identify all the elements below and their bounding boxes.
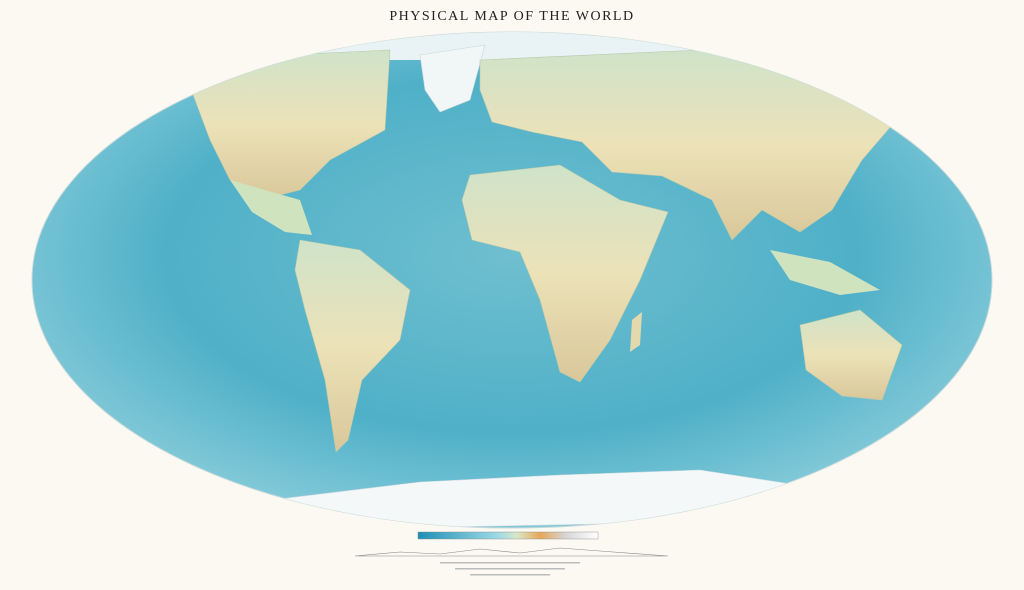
- fine-print: [440, 562, 580, 576]
- africa: [461, 164, 669, 383]
- australia: [799, 309, 903, 401]
- south-america: [294, 239, 411, 453]
- madagascar: [630, 312, 642, 352]
- arctic-ice: [32, 32, 992, 60]
- central-america: [230, 180, 312, 235]
- southeast-asia-islands: [770, 250, 880, 295]
- map-title: PHYSICAL MAP OF THE WORLD: [389, 9, 634, 24]
- greenland: [419, 44, 486, 113]
- elevation-legend: [417, 531, 599, 540]
- elevation-profile: [354, 547, 669, 557]
